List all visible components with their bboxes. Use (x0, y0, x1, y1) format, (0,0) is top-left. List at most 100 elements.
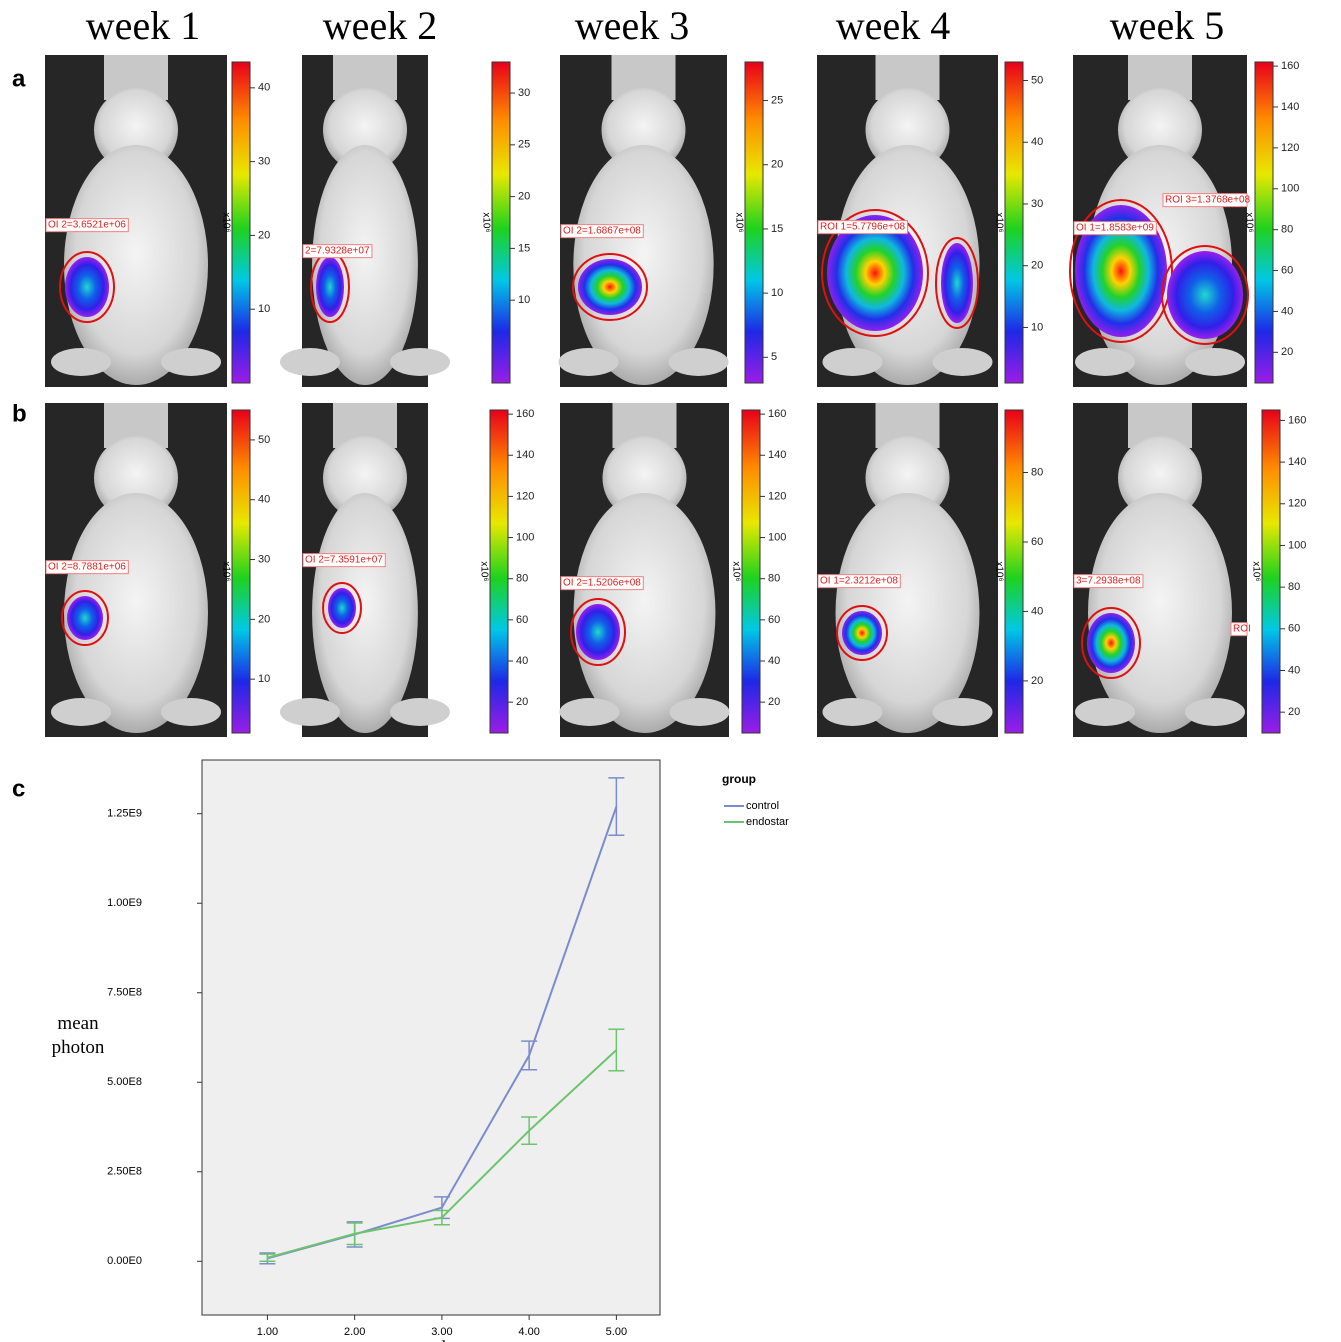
y-tick-label: 5.00E8 (107, 1076, 142, 1088)
mouse-leg (161, 698, 221, 726)
signal-blob (941, 243, 973, 323)
error-bar (521, 1040, 538, 1071)
colorbar-tick-label: 40 (1031, 605, 1043, 617)
colorbar-tick-label: 20 (518, 191, 530, 203)
y-tick-label: 2.50E8 (107, 1166, 142, 1178)
colorbar-tick-label: 100 (768, 531, 786, 543)
roi-label-box (1162, 193, 1248, 208)
mouse-leg (559, 698, 620, 726)
roi-outline (59, 251, 115, 323)
panel-label: c (12, 775, 25, 802)
colorbar-tick-label: 40 (1281, 305, 1293, 317)
mouse-leg (1185, 348, 1245, 376)
colorbar-tick-label: 60 (1031, 536, 1043, 548)
column-title: week 5 (1110, 3, 1224, 48)
colorbar-unit: x10⁶ (1243, 212, 1254, 232)
signal-blob (842, 611, 882, 655)
signal-blob (1087, 613, 1135, 673)
roi-label-box (45, 218, 129, 233)
roi-outline (935, 237, 979, 329)
colorbar-tick-label: 40 (258, 82, 270, 94)
colorbar-tick-label: 25 (771, 94, 783, 106)
colorbar (231, 409, 251, 734)
colorbar (744, 61, 764, 384)
colorbar-tick-label: 80 (1288, 581, 1300, 593)
column-title: week 1 (86, 3, 200, 48)
mouse-leg (1075, 348, 1135, 376)
x-tick-label: 3.00 (431, 1326, 452, 1338)
legend-label: control (746, 800, 779, 812)
colorbar-tick-label: 30 (258, 156, 270, 168)
error-bar (433, 1209, 450, 1226)
colorbar-tick-label: 20 (258, 613, 270, 625)
mouse-image: OI 1=2.3212e+08 20 40 60 80 x10⁶ (817, 403, 1043, 737)
colorbar-tick-label: 40 (516, 655, 528, 667)
mouse-head (323, 88, 407, 172)
roi-outline (572, 253, 648, 321)
colorbar-tick-label: 30 (1031, 198, 1043, 210)
roi-outline (322, 582, 362, 634)
mouse-body (312, 145, 418, 385)
colorbar-tick-label: 20 (1031, 260, 1043, 272)
colorbar-unit: x10⁶ (730, 561, 741, 581)
mouse-leg (669, 698, 730, 726)
x-tick-label: 1.00 (257, 1326, 278, 1338)
y-tick-label: 1.25E9 (107, 808, 142, 820)
colorbar-tick-label: 25 (518, 139, 530, 151)
mouse-image: 3=7.2938e+08 ROI 20 40 60 80 100 120 140 160 x10⁶ (1073, 403, 1306, 737)
mouse-body (573, 145, 714, 385)
mouse-leg (1075, 698, 1135, 726)
mouse-image: ROI 1=5.7796e+08 10 20 30 40 50 x10⁶ (817, 55, 1043, 387)
colorbar-tick-label: 10 (258, 303, 270, 315)
roi-label: ROI 3=1.3768e+08 (1165, 195, 1251, 206)
mouse-leg (51, 348, 111, 376)
roi-label-box (45, 560, 129, 575)
colorbar (1254, 61, 1274, 384)
colorbar-tick-label: 30 (518, 87, 530, 99)
panel-label: b (12, 400, 27, 427)
mouse-body (64, 493, 208, 733)
signal-blob (67, 596, 103, 640)
roi-label: OI 2=8.7881e+06 (48, 562, 126, 573)
mouse-leg (390, 698, 450, 726)
colorbar (1261, 409, 1281, 734)
mouse-leg (822, 698, 883, 726)
panel-label: a (12, 65, 26, 92)
colorbar-tick-label: 40 (1031, 136, 1043, 148)
roi-outline (1069, 199, 1173, 343)
colorbar-tick-label: 140 (516, 449, 534, 461)
colorbar-unit: x10⁶ (220, 212, 231, 232)
colorbar-tick-label: 10 (258, 673, 270, 685)
colorbar-tick-label: 20 (1281, 346, 1293, 358)
colorbar-tick-label: 40 (768, 655, 780, 667)
colorbar-tick-label: 15 (771, 223, 783, 235)
plot-area (201, 759, 661, 1316)
column-title: week 2 (323, 3, 437, 48)
error-bar (608, 1028, 625, 1072)
roi-label-box (560, 224, 644, 239)
roi-outline (1081, 607, 1141, 679)
mouse-leg (822, 348, 883, 376)
signal-blob (827, 215, 923, 331)
colorbar-tick-label: 20 (1288, 706, 1300, 718)
colorbar-tick-label: 40 (1288, 664, 1300, 676)
mouse-leg (51, 698, 111, 726)
signal-blob (1075, 205, 1167, 337)
colorbar-unit: x10⁶ (480, 212, 491, 232)
mouse-image: OI 2=1.5206e+08 20 40 60 80 100 120 140 160 x10⁶ (559, 403, 786, 737)
signal-blob (576, 604, 620, 660)
colorbar-tick-label: 160 (516, 408, 534, 420)
colorbar-tick-label: 80 (768, 573, 780, 585)
colorbar-tick-label: 120 (516, 490, 534, 502)
roi-label-box (817, 574, 901, 589)
colorbar-tick-label: 140 (768, 449, 786, 461)
error-bar (521, 1116, 538, 1145)
colorbar-tick-label: 80 (516, 573, 528, 585)
mouse-image: OI 2=3.6521e+06 10 20 30 40 x10⁶ (45, 55, 270, 387)
x-tick-label: 4.00 (518, 1326, 539, 1338)
roi-label: OI 1=2.3212e+08 (820, 576, 898, 587)
colorbar-tick-label: 15 (518, 242, 530, 254)
roi-label: ROI 1=5.7796e+08 (820, 222, 906, 233)
